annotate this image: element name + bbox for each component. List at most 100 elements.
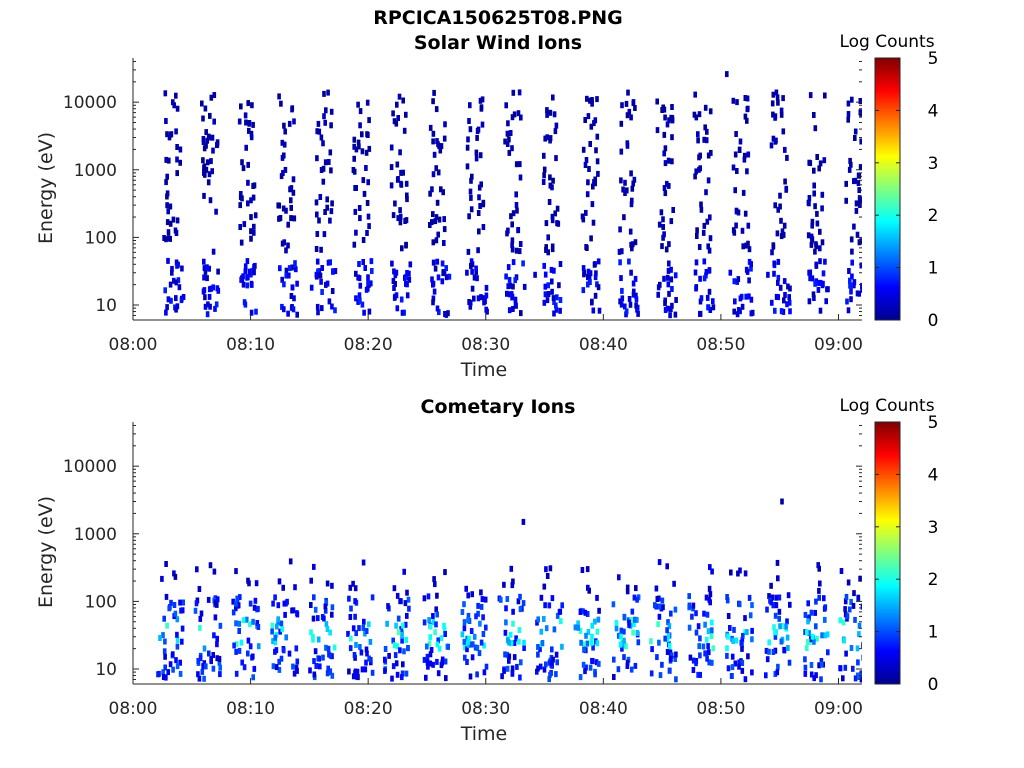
spectrogram-cell xyxy=(705,294,710,301)
spectrogram-cell xyxy=(249,235,253,242)
spectrogram-cell xyxy=(819,658,824,664)
spectrogram-cell xyxy=(472,274,477,281)
spectrogram-cell xyxy=(595,628,600,635)
spectrogram-cell xyxy=(545,297,550,304)
spectrogram-cell xyxy=(558,297,563,303)
colorbar-tick-label: 4 xyxy=(928,101,939,121)
spectrogram-cell xyxy=(437,309,441,316)
spectrogram-cell xyxy=(249,130,254,137)
spectrogram-cell xyxy=(619,148,624,155)
spectrogram-cell xyxy=(510,237,515,244)
spectrogram-cell xyxy=(619,627,624,634)
spectrogram-cell xyxy=(469,263,473,269)
spectrogram-cell xyxy=(627,296,632,302)
spectrogram-cell xyxy=(808,160,813,167)
spectrogram-cell xyxy=(278,265,282,272)
spectrogram-cell xyxy=(208,562,213,569)
spectrogram-cell xyxy=(733,298,737,305)
spectrogram-cell xyxy=(289,197,293,204)
spectrogram-cell xyxy=(588,270,593,277)
spectrogram-cell xyxy=(711,298,715,305)
spectrogram-cell xyxy=(355,668,360,675)
spectrogram-cell xyxy=(591,219,596,226)
cometary-ylabel: Energy (eV) xyxy=(35,496,57,608)
spectrogram-cell xyxy=(590,657,594,664)
cometary-xlabel: Time xyxy=(460,723,508,745)
spectrogram-cell xyxy=(175,170,179,177)
spectrogram-cell xyxy=(284,207,288,214)
spectrogram-cell xyxy=(398,213,403,220)
spectrogram-cell xyxy=(175,631,179,638)
spectrogram-cell xyxy=(813,203,817,210)
spectrogram-cell xyxy=(619,120,624,127)
spectrogram-cell xyxy=(271,638,275,644)
y-tick-label: 10000 xyxy=(63,93,117,113)
spectrogram-cell xyxy=(521,260,525,267)
spectrogram-cell xyxy=(395,592,400,599)
spectrogram-cell xyxy=(661,216,665,223)
spectrogram-cell xyxy=(274,664,279,671)
spectrogram-cell xyxy=(542,666,547,673)
spectrogram-cell xyxy=(845,613,850,620)
spectrogram-cell xyxy=(276,616,280,623)
spectrogram-cell xyxy=(780,498,784,505)
spectrogram-cell xyxy=(252,665,257,672)
spectrogram-cell xyxy=(849,645,854,651)
spectrogram-cell xyxy=(509,565,514,572)
spectrogram-cell xyxy=(620,248,624,255)
spectrogram-cell xyxy=(725,652,729,659)
spectrogram-cell xyxy=(351,580,355,587)
spectrogram-cell xyxy=(484,306,488,313)
spectrogram-cell xyxy=(694,610,698,617)
spectrogram-cell xyxy=(320,289,324,295)
spectrogram-cell xyxy=(858,575,862,582)
spectrogram-cell xyxy=(358,108,363,115)
spectrogram-cell xyxy=(503,629,508,636)
spectrogram-cell xyxy=(823,92,827,99)
spectrogram-cell xyxy=(206,596,211,603)
spectrogram-cell xyxy=(234,568,238,575)
figure-title: RPCICA150625T08.PNG xyxy=(373,7,623,29)
spectrogram-cell xyxy=(743,113,748,120)
spectrogram-cell xyxy=(673,311,678,318)
spectrogram-cell xyxy=(172,102,176,109)
spectrogram-cell xyxy=(777,608,782,615)
spectrogram-cell xyxy=(692,111,697,118)
spectrogram-cell xyxy=(775,559,780,566)
spectrogram-cell xyxy=(294,664,299,671)
spectrogram-cell xyxy=(201,115,205,122)
spectrogram-cell xyxy=(707,585,712,592)
spectrogram-cell xyxy=(282,141,287,148)
colorbar-tick-label: 4 xyxy=(928,465,939,485)
spectrogram-cell xyxy=(469,641,473,648)
spectrogram-cell xyxy=(737,663,741,670)
spectrogram-cell xyxy=(246,161,250,168)
spectrogram-cell xyxy=(178,599,182,606)
spectrogram-cell xyxy=(460,631,465,638)
spectrogram-cell xyxy=(435,258,440,265)
solar-wind-colorbar-label: Log Counts xyxy=(839,32,934,52)
spectrogram-cell xyxy=(162,235,166,241)
spectrogram-cell xyxy=(478,203,482,209)
spectrogram-cell xyxy=(161,632,165,639)
spectrogram-cell xyxy=(550,595,555,602)
spectrogram-cell xyxy=(165,190,170,197)
spectrogram-cell xyxy=(731,638,735,644)
spectrogram-cell xyxy=(614,625,619,632)
spectrogram-cell xyxy=(164,561,168,567)
spectrogram-cell xyxy=(171,651,175,658)
spectrogram-cell xyxy=(198,615,203,622)
spectrogram-cell xyxy=(507,653,512,660)
spectrogram-cell xyxy=(550,646,554,653)
spectrogram-cell xyxy=(848,277,852,284)
spectrogram-cell xyxy=(578,627,583,634)
spectrogram-cell xyxy=(726,665,731,672)
spectrogram-cell xyxy=(702,258,707,265)
spectrogram-cell xyxy=(824,298,828,305)
spectrogram-cell xyxy=(670,158,674,165)
spectrogram-cell xyxy=(175,643,180,650)
spectrogram-cell xyxy=(193,607,198,614)
spectrogram-cell xyxy=(431,239,436,246)
spectrogram-cell xyxy=(357,275,362,282)
spectrogram-cell xyxy=(588,664,593,671)
